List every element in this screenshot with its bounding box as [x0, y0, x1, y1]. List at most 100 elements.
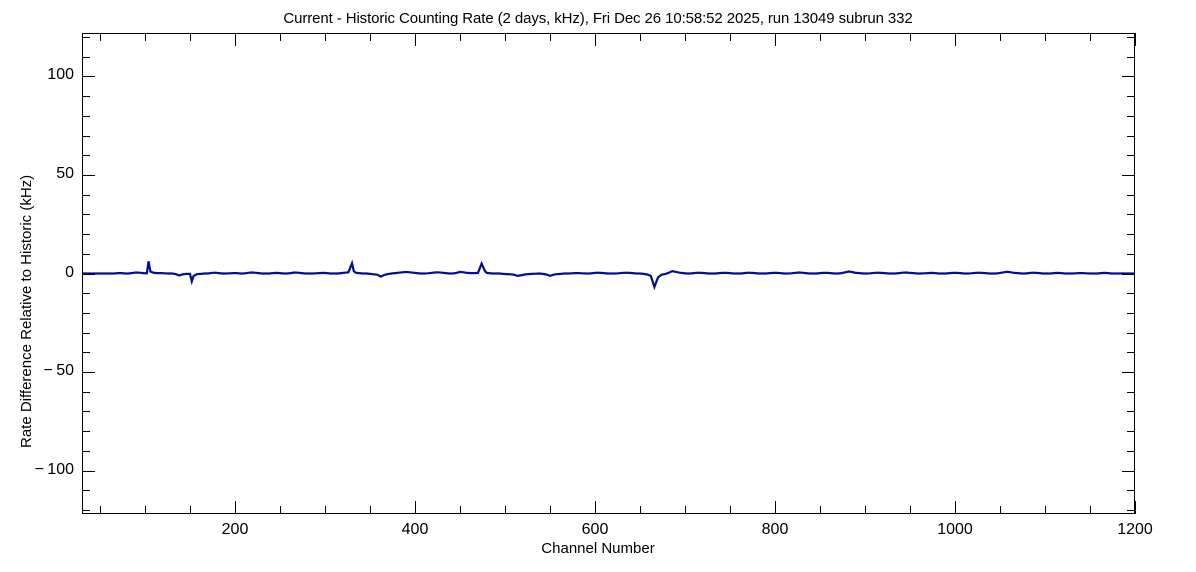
axis-tick [775, 33, 776, 46]
axis-tick [82, 391, 90, 393]
axis-tick [82, 135, 90, 137]
axis-tick [325, 33, 326, 41]
axis-tick [1122, 372, 1135, 374]
axis-tick [1122, 174, 1135, 176]
axis-tick [865, 506, 866, 514]
axis-tick [685, 33, 686, 41]
axis-tick [1127, 96, 1135, 98]
axis-tick [82, 450, 90, 452]
axis-tick [82, 174, 95, 176]
axis-tick [1127, 293, 1135, 295]
axis-tick [190, 33, 191, 41]
chart-title: Current - Historic Counting Rate (2 days… [283, 10, 913, 27]
axis-tick [415, 501, 416, 514]
x-tick-label: 800 [761, 521, 789, 538]
axis-tick [730, 33, 731, 41]
axis-tick [1127, 510, 1135, 512]
axis-tick [865, 33, 866, 41]
x-tick-label: 200 [221, 521, 249, 538]
axis-tick [1127, 155, 1135, 157]
axis-tick [82, 352, 90, 354]
axis-tick [82, 36, 90, 38]
axis-tick [550, 33, 551, 41]
axis-tick [1127, 352, 1135, 354]
axis-tick [460, 33, 461, 41]
axis-tick [82, 332, 90, 334]
axis-tick [82, 312, 90, 314]
axis-tick [145, 506, 146, 514]
x-tick-label: 1200 [1117, 521, 1153, 538]
axis-tick [550, 506, 551, 514]
axis-tick [1127, 490, 1135, 492]
axis-tick [1127, 450, 1135, 452]
axis-tick [505, 33, 506, 41]
axis-tick [82, 253, 90, 255]
axis-tick [1127, 234, 1135, 236]
axis-tick [640, 33, 641, 41]
axis-tick [820, 506, 821, 514]
axis-tick [955, 33, 956, 46]
axis-tick [1090, 33, 1091, 41]
axis-tick [280, 33, 281, 41]
axis-tick [460, 506, 461, 514]
axis-tick [280, 506, 281, 514]
axis-tick [325, 506, 326, 514]
chart-data-area [82, 259, 1135, 291]
axis-tick [1135, 501, 1136, 514]
axis-tick [1127, 431, 1135, 433]
axis-tick [82, 76, 95, 78]
axis-tick [955, 501, 956, 514]
axis-tick [910, 506, 911, 514]
axis-tick [775, 501, 776, 514]
x-tick-label: 600 [581, 521, 609, 538]
axis-tick [82, 372, 95, 374]
axis-tick [82, 490, 90, 492]
axis-tick [82, 56, 90, 58]
axis-tick [82, 96, 90, 98]
axis-tick [730, 506, 731, 514]
axis-tick [1127, 411, 1135, 413]
axis-tick [235, 501, 236, 514]
axis-tick [595, 501, 596, 514]
axis-tick [82, 411, 90, 413]
axis-tick [1135, 33, 1136, 46]
axis-tick [235, 33, 236, 46]
axis-tick [1127, 253, 1135, 255]
axis-tick [685, 506, 686, 514]
axis-tick [1127, 135, 1135, 137]
axis-tick [1045, 506, 1046, 514]
axis-tick [82, 155, 90, 157]
axis-tick [1127, 56, 1135, 58]
axis-tick [1122, 76, 1135, 78]
y-axis-title: Rate Difference Relative to Historic (kH… [18, 174, 35, 448]
axis-tick [415, 33, 416, 46]
axis-tick [370, 33, 371, 41]
y-tick-label: 0 [65, 263, 74, 281]
axis-tick [100, 33, 101, 41]
axis-tick [595, 33, 596, 46]
x-tick-label: 400 [401, 521, 429, 538]
axis-tick [1000, 506, 1001, 514]
x-tick-label: 1000 [937, 521, 973, 538]
axis-tick [145, 33, 146, 41]
axis-tick [370, 506, 371, 514]
y-tick-label: 50 [56, 164, 74, 182]
axis-tick [910, 33, 911, 41]
axis-tick [1090, 506, 1091, 514]
axis-tick [640, 506, 641, 514]
axis-tick [1122, 273, 1135, 275]
axis-tick [82, 510, 90, 512]
axis-tick [82, 273, 95, 275]
axis-tick [1045, 33, 1046, 41]
series-line-rate-difference [82, 259, 1135, 291]
x-axis-title: Channel Number [541, 540, 655, 557]
axis-tick [1127, 194, 1135, 196]
axis-tick [82, 234, 90, 236]
axis-tick [1127, 214, 1135, 216]
y-tick-label: − 100 [34, 460, 74, 478]
y-tick-label: 100 [47, 66, 74, 84]
axis-tick [505, 506, 506, 514]
y-tick-label: − 50 [43, 362, 74, 380]
axis-tick [820, 33, 821, 41]
